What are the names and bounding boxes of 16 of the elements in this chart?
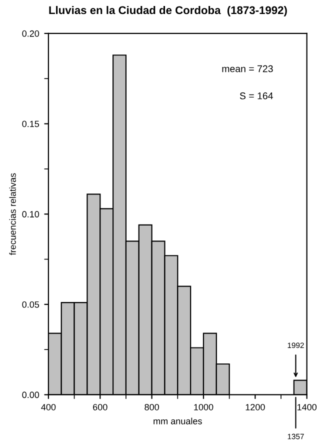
annotation: S = 164	[240, 92, 273, 100]
x-tick-label: 1200	[246, 404, 265, 410]
annotation: mean = 723	[222, 65, 273, 72]
y-tick-label: 0.15	[22, 120, 40, 128]
x-tick-label: 1400	[298, 404, 317, 410]
chart-title: Lluvias en la Ciudad de Cordoba (1873-1992)	[49, 6, 287, 16]
y-axis-title: frecuencias relativas	[9, 173, 16, 256]
y-tick-label: 0.20	[22, 30, 40, 37]
x-tick-label: 1000	[194, 404, 214, 410]
x-tick-label: 800	[144, 404, 159, 410]
x-tick-label: 400	[41, 404, 56, 410]
y-tick-label: 0.05	[22, 301, 40, 308]
y-tick-label: 0.00	[22, 392, 40, 398]
x-tick-label: 600	[93, 404, 108, 410]
y-tick-label: 0.10	[22, 211, 40, 218]
x-axis-title: mm anuales	[154, 418, 202, 424]
